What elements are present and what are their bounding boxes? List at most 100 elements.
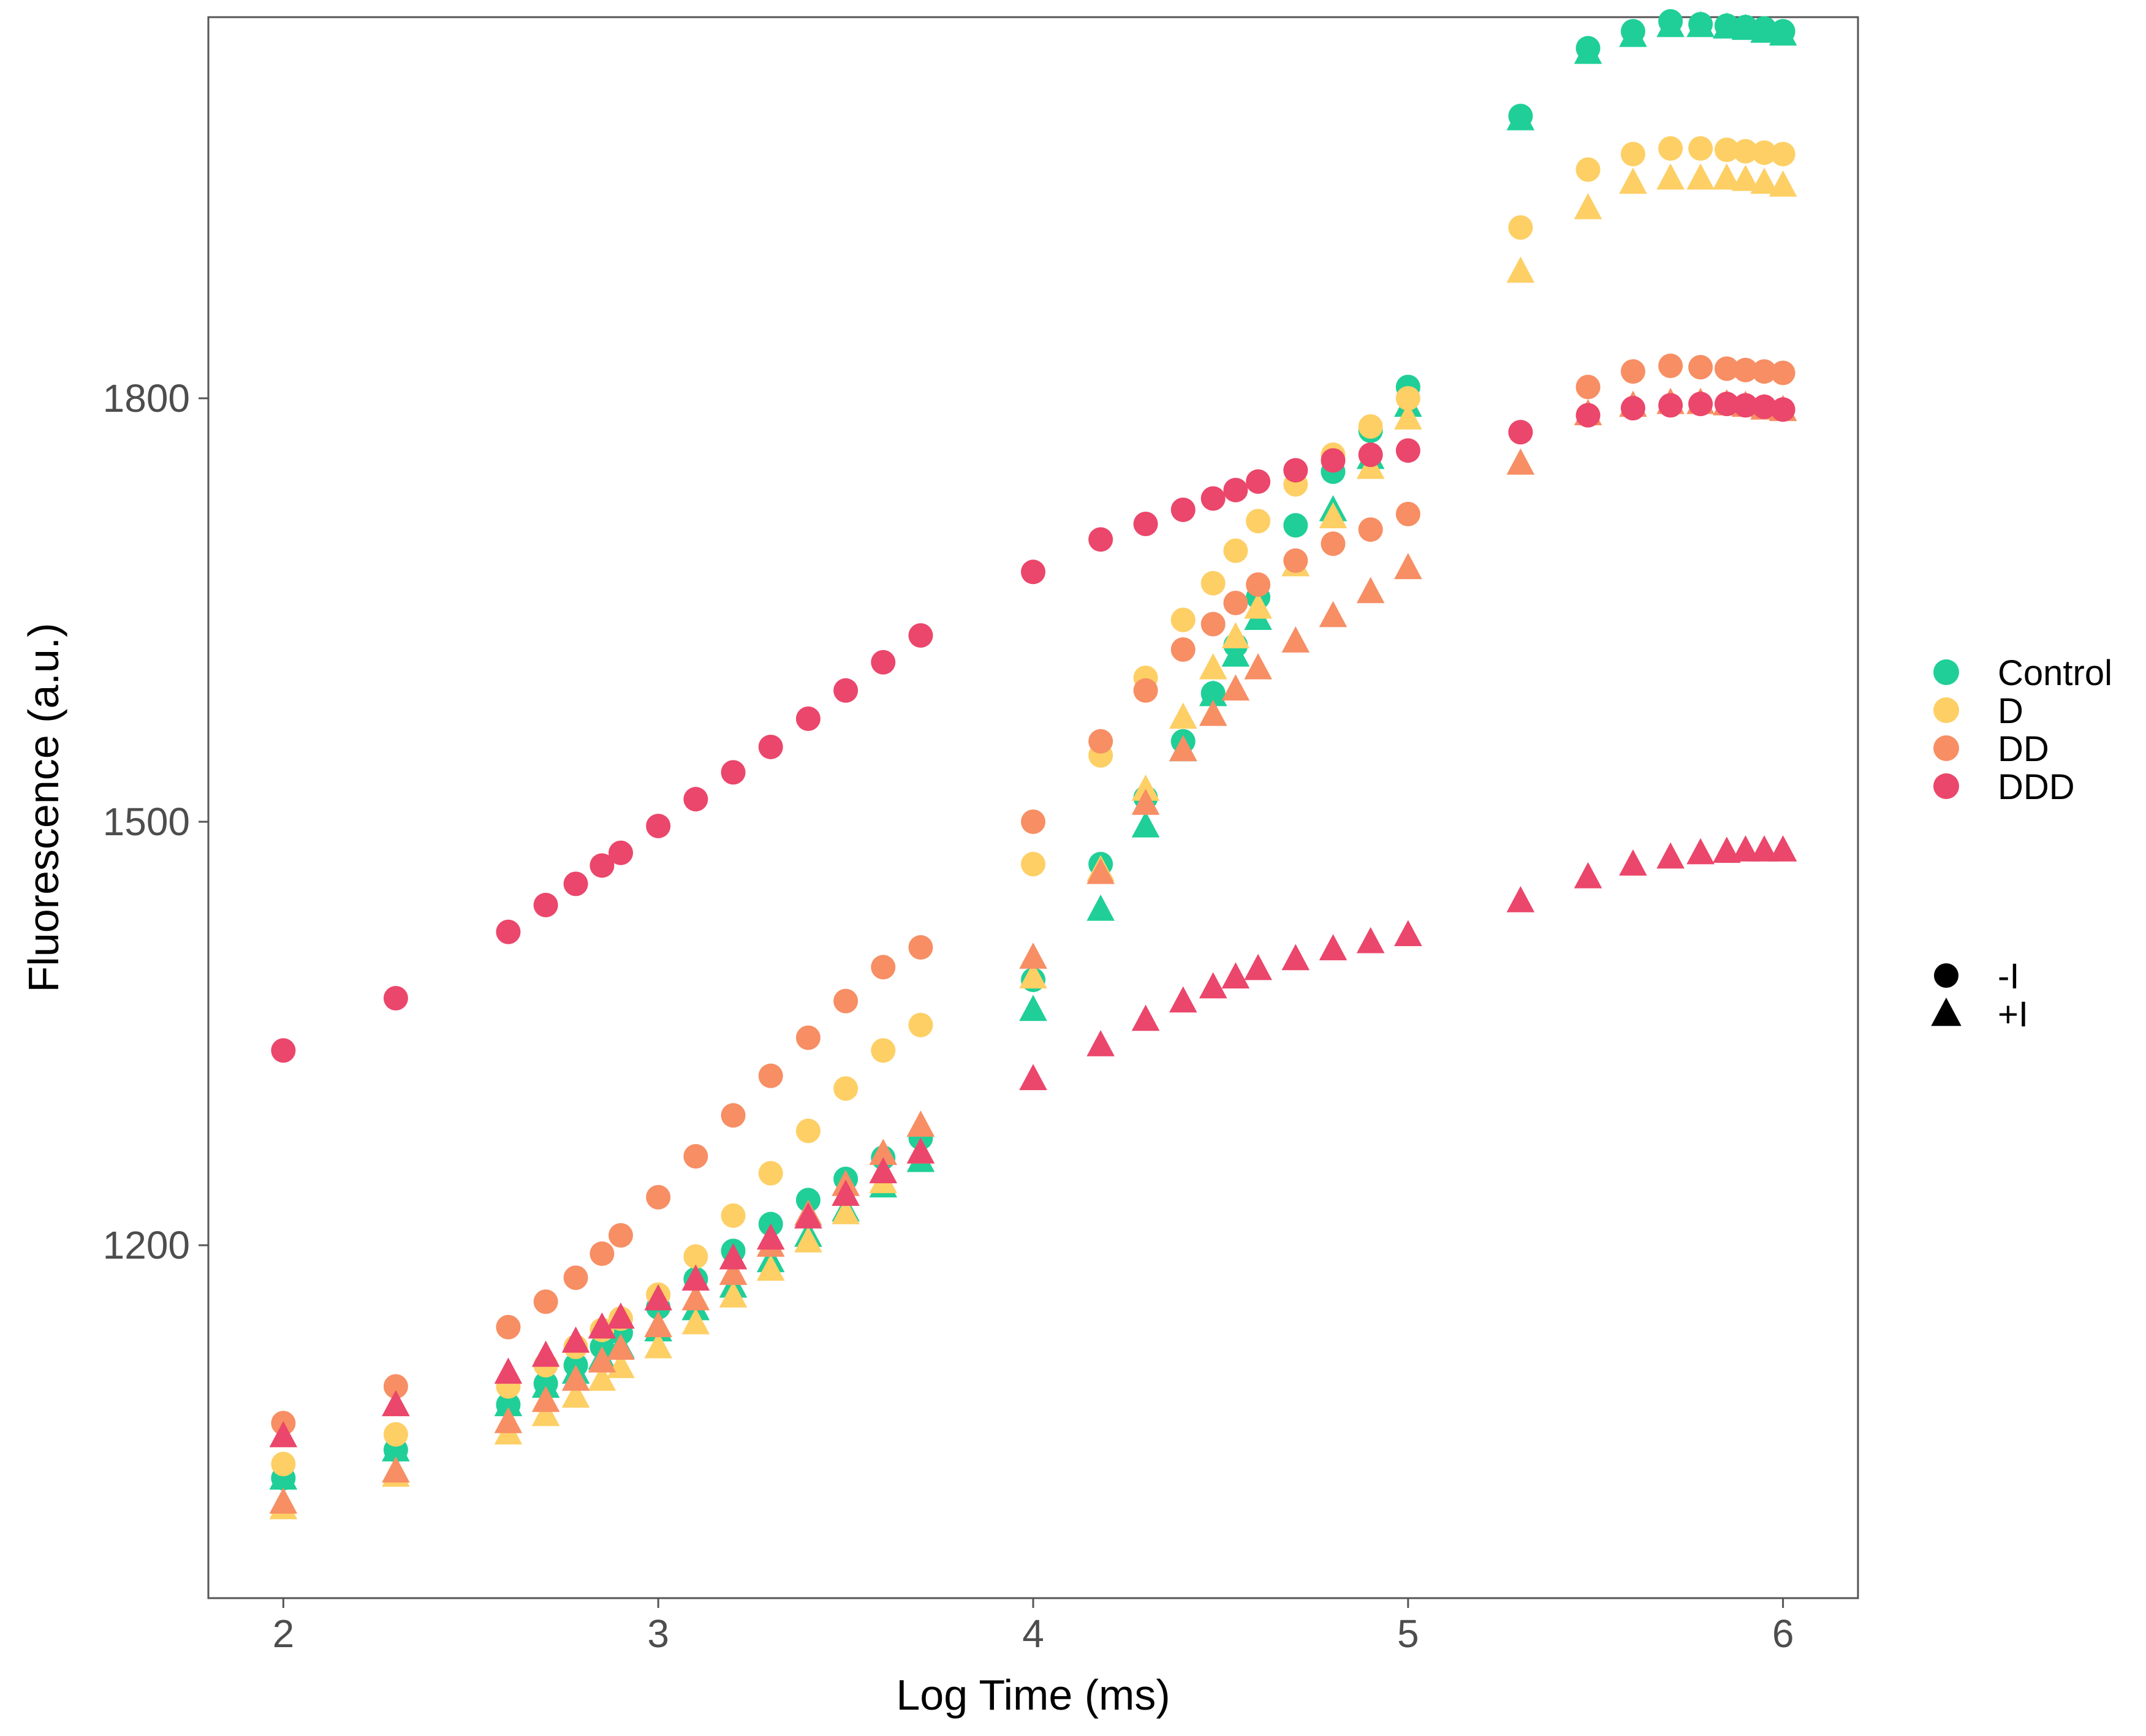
data-point [383,985,408,1010]
data-point [1752,394,1777,419]
data-point [494,1357,523,1384]
legend-item-minus-i: -I [1934,957,2019,996]
data-point [832,1180,860,1206]
data-point [1750,835,1778,862]
data-point [1199,972,1227,999]
data-point [1656,10,1685,37]
data-point [533,1289,558,1314]
data-point [1733,393,1758,418]
data-point [794,1202,822,1229]
data-point [383,1422,408,1447]
data-point [1658,353,1683,378]
data-point [871,955,896,980]
data-point [561,1381,590,1408]
data-point [1731,835,1760,862]
data-point [1283,548,1308,573]
data-point [1770,360,1795,385]
data-point [1281,626,1310,653]
data-point [607,1333,635,1360]
data-point [1731,13,1760,40]
data-point [721,1203,746,1228]
data-point [906,1110,935,1137]
data-point [1688,392,1713,417]
data-point [832,1198,860,1224]
data-point [1656,163,1685,190]
data-point [1131,775,1160,801]
legend-label: -I [1998,957,2019,996]
data-point [1169,702,1197,729]
data-point [382,1456,410,1483]
data-point [1086,857,1115,884]
data-point [644,1311,672,1338]
data-point [271,1038,296,1063]
data-point [1752,140,1777,165]
x-tick-label: 4 [1022,1612,1044,1656]
x-tick-label: 6 [1772,1612,1794,1656]
legend-item-dd: DD [1933,729,2049,769]
data-point [646,1184,671,1210]
data-point [1714,137,1739,162]
data-point [531,1385,560,1412]
data-point [1620,142,1645,167]
data-point [681,1308,710,1335]
data-point [609,1222,633,1248]
data-point [1714,356,1739,381]
data-point [683,1143,708,1169]
data-point [1088,729,1113,754]
data-point [721,1103,746,1128]
legend-key [1931,998,1962,1026]
legend-item-plus-i: +I [1931,995,2028,1034]
data-point [1713,12,1741,39]
data-point [561,1364,590,1391]
data-point [1131,1004,1160,1031]
data-point [1750,17,1778,43]
data-points [269,9,1797,1520]
data-point [1770,397,1795,422]
data-point [1199,653,1227,680]
data-point [1574,192,1602,219]
data-point [795,1118,821,1143]
data-point [382,1390,410,1417]
data-point [1131,789,1160,815]
data-point [1620,359,1645,384]
data-point [1199,680,1227,707]
data-point [590,853,615,878]
data-point [908,1012,933,1037]
data-point [683,1244,708,1269]
data-point [721,760,746,785]
x-tick-label: 2 [273,1612,295,1656]
data-point [1358,517,1383,542]
data-point [1731,164,1760,191]
data-point [758,1161,783,1186]
data-point [1019,942,1047,969]
data-point [719,1243,748,1270]
axes: 2 3 4 5 6 1200 1500 1800 [103,376,1794,1656]
data-point [1221,674,1250,701]
data-point [1658,136,1683,161]
data-point [531,1400,560,1427]
data-point [1223,538,1248,563]
data-point [1244,592,1272,619]
data-point [1199,699,1227,726]
data-point [869,1139,898,1166]
data-point [906,1137,935,1164]
data-point [1575,157,1601,182]
data-point [1133,511,1158,536]
data-point [1170,607,1196,632]
series-dd-minus-i [271,353,1795,1436]
data-point [1246,509,1271,534]
data-point [1319,601,1348,627]
data-point [833,678,859,703]
data-point [1356,577,1385,604]
data-point [1733,138,1758,164]
data-point [588,1312,616,1339]
data-point [795,1025,821,1050]
data-point [758,1063,783,1088]
data-point [1769,170,1797,197]
data-point [531,1340,560,1367]
legend-item-ddd: DDD [1933,767,2075,807]
data-point [1688,136,1713,161]
data-point [590,1241,615,1266]
data-point [1658,393,1683,418]
